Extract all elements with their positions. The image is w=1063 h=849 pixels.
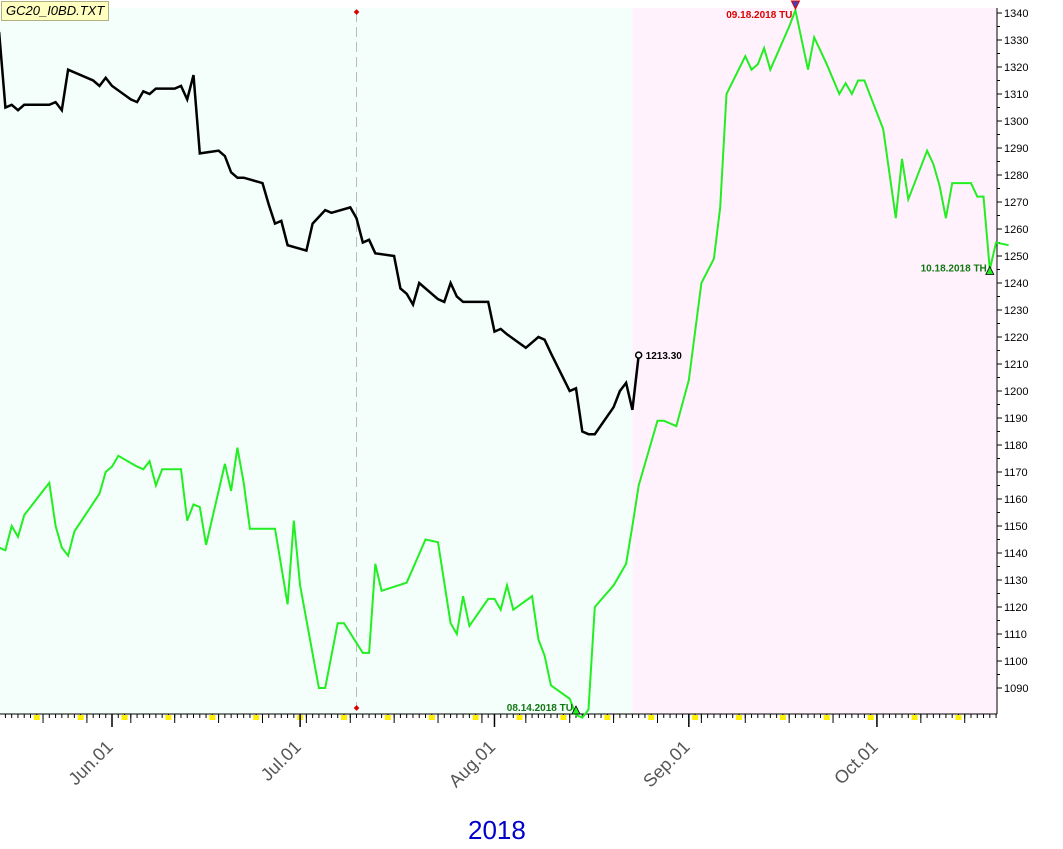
shaded-region-history <box>0 8 633 714</box>
top-turn-label: 09.18.2018 TU <box>726 10 792 21</box>
bottom-turn-marker <box>985 265 995 275</box>
x-week-marker <box>428 715 435 720</box>
last-price-marker <box>634 351 643 359</box>
y-tick-label: 1280 <box>1004 170 1028 182</box>
price-series-line <box>0 31 640 436</box>
x-week-marker <box>955 715 962 720</box>
top-turn-marker <box>790 0 801 11</box>
x-week-marker <box>209 715 216 720</box>
file-title-label: GC20_I0BD.TXT <box>1 1 110 21</box>
y-tick-label: 1120 <box>1004 602 1028 614</box>
date-annotations: 09.18.2018 TU 08.14.2018 TU 10.18.2018 TH <box>507 0 995 715</box>
x-tick-label: Jul.01 <box>257 737 305 785</box>
x-week-marker <box>604 715 611 720</box>
y-tick-label: 1240 <box>1004 278 1028 290</box>
y-tick-label: 1180 <box>1004 440 1028 452</box>
y-tick-label: 1150 <box>1004 521 1028 533</box>
y-tick-label: 1100 <box>1004 656 1028 668</box>
bottom-turn-label: 10.18.2018 TH <box>921 264 987 275</box>
last-price-label: 1213.30 <box>646 351 683 362</box>
x-week-marker <box>692 715 699 720</box>
x-week-marker <box>472 715 479 720</box>
y-tick-label: 1340 <box>1004 8 1028 20</box>
y-tick-label: 1140 <box>1004 548 1028 560</box>
x-axis-ticks: Jun.01 Jul.01 Aug.01 Sep.01 Oct.01 <box>4 714 997 791</box>
y-tick-label: 1320 <box>1004 62 1028 74</box>
x-week-marker <box>165 715 172 720</box>
x-week-marker <box>560 715 567 720</box>
y-tick-label: 1300 <box>1004 116 1028 128</box>
forecast-series-line <box>0 6 1009 719</box>
x-tick-label: Sep.01 <box>639 737 693 791</box>
y-tick-label: 1210 <box>1004 359 1028 371</box>
x-week-marker <box>911 715 918 720</box>
x-tick-label: Jun.01 <box>64 737 116 789</box>
y-tick-label: 1270 <box>1004 197 1028 209</box>
x-week-marker <box>779 715 786 720</box>
bottom-turn-marker <box>571 705 581 715</box>
y-tick-label: 1110 <box>1004 629 1027 641</box>
y-tick-label: 1310 <box>1004 89 1028 101</box>
x-week-marker <box>823 715 830 720</box>
y-tick-label: 1220 <box>1004 332 1028 344</box>
y-tick-label: 1190 <box>1004 413 1028 425</box>
y-tick-label: 1130 <box>1004 575 1028 587</box>
bottom-turn-label: 08.14.2018 TU <box>507 703 573 714</box>
y-tick-label: 1200 <box>1004 386 1028 398</box>
x-week-marker <box>384 715 391 720</box>
marker-dot-bottom <box>353 705 360 711</box>
x-week-marker <box>736 715 742 720</box>
y-tick-label: 1250 <box>1004 251 1028 263</box>
y-tick-label: 1230 <box>1004 305 1028 317</box>
y-tick-label: 1170 <box>1004 467 1028 479</box>
shaded-region-forecast <box>632 8 997 714</box>
x-week-marker <box>77 715 84 720</box>
y-axis-ticks: 1090 1100 1110 1120 1130 1140 1150 1160 1170 1180… <box>997 8 1028 695</box>
x-week-marker <box>121 715 128 720</box>
y-tick-label: 1260 <box>1004 224 1028 236</box>
y-tick-label: 1090 <box>1004 683 1028 695</box>
year-label: 2018 <box>468 815 526 845</box>
x-week-marker <box>253 715 260 720</box>
x-tick-label: Oct.01 <box>830 737 882 789</box>
x-tick-label: Aug.01 <box>445 737 499 791</box>
y-tick-label: 1330 <box>1004 35 1028 47</box>
x-week-marker <box>648 715 655 720</box>
x-week-marker <box>516 715 523 720</box>
y-tick-label: 1290 <box>1004 143 1028 155</box>
x-week-marker <box>33 715 40 720</box>
x-week-marker <box>340 715 347 720</box>
y-tick-label: 1160 <box>1004 494 1028 506</box>
x-week-marker <box>867 715 874 720</box>
